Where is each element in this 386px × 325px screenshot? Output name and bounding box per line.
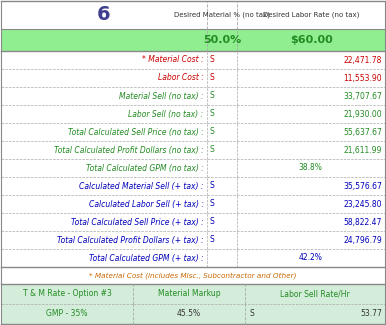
Bar	[133, 304, 245, 324]
Bar	[1, 69, 385, 87]
Text: Labor Sell Rate/Hr: Labor Sell Rate/Hr	[280, 290, 350, 298]
Text: Material Markup: Material Markup	[158, 290, 220, 298]
Text: S: S	[210, 73, 214, 83]
Bar	[1, 87, 385, 105]
Bar	[207, 1, 237, 29]
Text: S: S	[210, 200, 214, 209]
Bar	[1, 177, 385, 195]
Text: Total Calculated GPM (no tax) :: Total Calculated GPM (no tax) :	[86, 163, 203, 173]
Bar	[1, 213, 385, 231]
Text: S: S	[210, 110, 214, 119]
Text: * Material Cost :: * Material Cost :	[142, 56, 203, 64]
Text: $60.00: $60.00	[290, 35, 333, 45]
Bar	[1, 267, 385, 284]
Text: 35,576.67: 35,576.67	[343, 181, 382, 190]
Text: S: S	[210, 92, 214, 100]
Bar	[1, 51, 385, 69]
Text: 33,707.67: 33,707.67	[343, 92, 382, 100]
Bar	[1, 1, 207, 29]
Text: 21,611.99: 21,611.99	[344, 146, 382, 154]
Bar	[1, 29, 207, 51]
Text: S: S	[210, 217, 214, 227]
Text: * Material Cost (includes Misc., Subcontractor and Other): * Material Cost (includes Misc., Subcont…	[89, 272, 297, 279]
Text: Total Calculated Sell Price (+ tax) :: Total Calculated Sell Price (+ tax) :	[71, 217, 203, 227]
Text: 22,471.78: 22,471.78	[344, 56, 382, 64]
Bar	[1, 123, 385, 141]
Bar	[1, 304, 133, 324]
Text: Desired Labor Rate (no tax): Desired Labor Rate (no tax)	[263, 12, 359, 18]
Text: 6: 6	[97, 6, 110, 24]
Text: Desired Material % (no tax): Desired Material % (no tax)	[174, 12, 270, 18]
Bar	[245, 284, 385, 304]
Bar	[1, 249, 385, 267]
Text: Total Calculated GPM (+ tax) :: Total Calculated GPM (+ tax) :	[89, 254, 203, 263]
Text: S: S	[210, 56, 214, 64]
Text: S: S	[210, 181, 214, 190]
Text: S: S	[210, 236, 214, 244]
Text: Calculated Material Sell (+ tax) :: Calculated Material Sell (+ tax) :	[79, 181, 203, 190]
Text: S: S	[210, 127, 214, 136]
Bar	[1, 284, 133, 304]
Text: 38.8%: 38.8%	[299, 163, 323, 173]
Text: Total Calculated Sell Price (no tax) :: Total Calculated Sell Price (no tax) :	[68, 127, 203, 136]
Text: S: S	[249, 309, 254, 318]
Text: 58,822.47: 58,822.47	[344, 217, 382, 227]
Text: Total Calculated Profit Dollars (no tax) :: Total Calculated Profit Dollars (no tax)…	[54, 146, 203, 154]
Bar	[1, 159, 385, 177]
Bar	[245, 304, 385, 324]
Text: 50.0%: 50.0%	[203, 35, 241, 45]
Bar	[1, 141, 385, 159]
Text: 45.5%: 45.5%	[177, 309, 201, 318]
Bar	[1, 231, 385, 249]
Bar	[207, 29, 237, 51]
Text: S: S	[210, 146, 214, 154]
Bar	[237, 29, 385, 51]
Text: 55,637.67: 55,637.67	[343, 127, 382, 136]
Text: 21,930.00: 21,930.00	[344, 110, 382, 119]
Text: Calculated Labor Sell (+ tax) :: Calculated Labor Sell (+ tax) :	[88, 200, 203, 209]
Text: GMP - 35%: GMP - 35%	[46, 309, 88, 318]
Bar	[1, 105, 385, 123]
Text: 53.77: 53.77	[360, 309, 382, 318]
Text: T & M Rate - Option #3: T & M Rate - Option #3	[23, 290, 112, 298]
Text: Labor Sell (no tax) :: Labor Sell (no tax) :	[129, 110, 203, 119]
Bar	[237, 1, 385, 29]
Bar	[133, 284, 245, 304]
Text: Labor Cost :: Labor Cost :	[157, 73, 203, 83]
Text: Total Calculated Profit Dollars (+ tax) :: Total Calculated Profit Dollars (+ tax) …	[57, 236, 203, 244]
Bar	[1, 195, 385, 213]
Text: 11,553.90: 11,553.90	[344, 73, 382, 83]
Text: Material Sell (no tax) :: Material Sell (no tax) :	[119, 92, 203, 100]
Text: 23,245.80: 23,245.80	[344, 200, 382, 209]
Text: 24,796.79: 24,796.79	[343, 236, 382, 244]
Text: 42.2%: 42.2%	[299, 254, 323, 263]
